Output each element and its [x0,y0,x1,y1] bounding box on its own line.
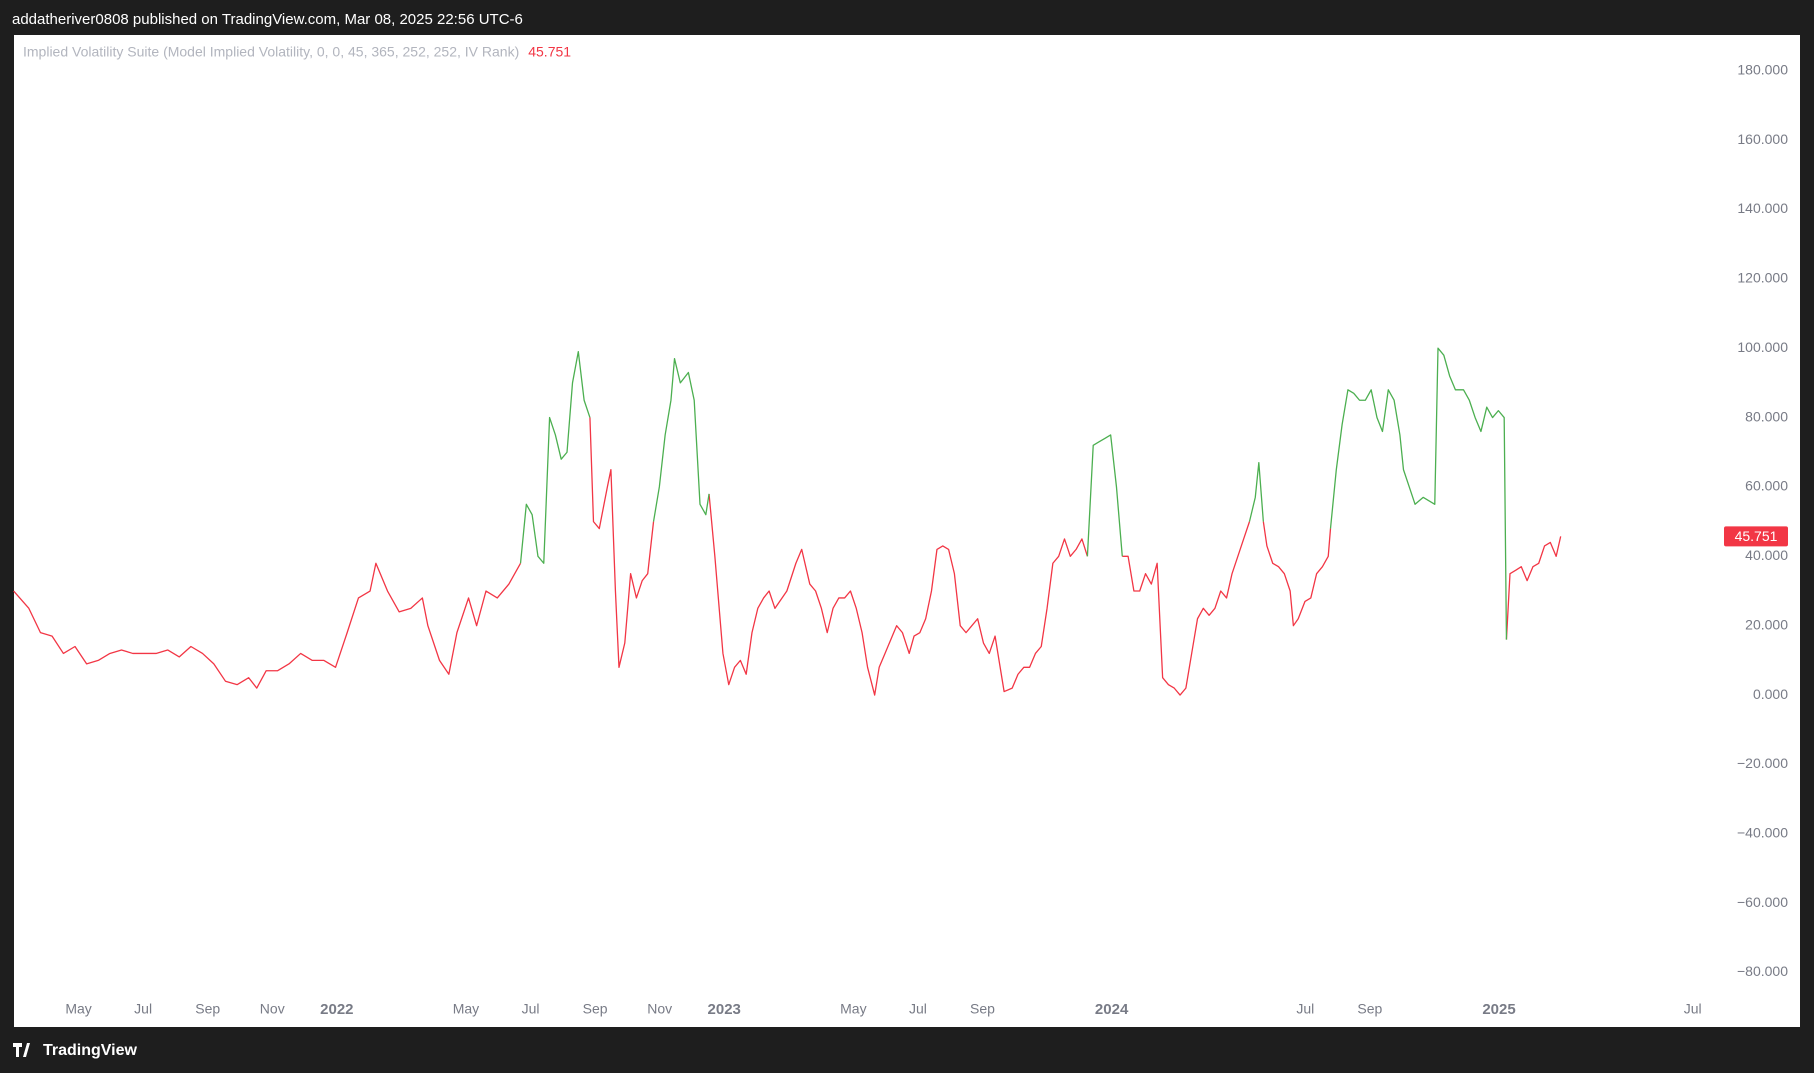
iv-line [519,347,1508,640]
logo-mark [13,1043,30,1057]
y-tick-label: 140.000 [1737,200,1788,216]
iv-line [13,417,1562,696]
y-tick-label: 60.000 [1745,478,1788,494]
x-tick-label: May [453,1001,479,1017]
x-tick-label: Sep [583,1001,608,1017]
y-tick-label: 160.000 [1737,131,1788,147]
x-tick-label: Jul [909,1001,927,1017]
y-tick-label: 20.000 [1745,616,1788,632]
x-tick-label: Nov [647,1001,672,1017]
last-value-label: 45.751 [1735,528,1778,544]
y-tick-label: 0.000 [1753,686,1788,702]
x-tick-label: Sep [970,1001,995,1017]
x-tick-label: Sep [195,1001,220,1017]
x-tick-label: Jul [522,1001,540,1017]
x-tick-label: May [840,1001,866,1017]
x-tick-label: Nov [260,1001,285,1017]
y-tick-label: −40.000 [1737,825,1788,841]
publish-header: addatheriver0808 published on TradingVie… [12,11,523,28]
last-value-badge [1724,526,1788,547]
x-tick-label: Jul [1684,1001,1702,1017]
legend-value: 45.751 [528,44,571,60]
y-tick-label: 40.000 [1745,547,1788,563]
y-tick-label: 180.000 [1737,61,1788,77]
x-tick-label: May [65,1001,91,1017]
chart-pane [14,35,1800,1027]
x-tick-label: Jul [1296,1001,1314,1017]
x-tick-label: 2023 [708,1001,741,1018]
y-tick-label: 100.000 [1737,339,1788,355]
y-tick-label: −80.000 [1737,963,1788,979]
logo: TradingView [13,1042,138,1059]
indicator-legend: Implied Volatility Suite (Model Implied … [23,44,519,60]
brand: TradingView [43,1042,138,1059]
x-tick-label: 2025 [1482,1001,1515,1018]
y-tick-label: −20.000 [1737,755,1788,771]
y-tick-label: −60.000 [1737,894,1788,910]
y-tick-label: 120.000 [1737,270,1788,286]
y-tick-label: 80.000 [1745,408,1788,424]
x-tick-label: 2022 [320,1001,353,1018]
x-tick-label: 2024 [1095,1001,1129,1018]
x-tick-label: Sep [1357,1001,1382,1017]
x-tick-label: Jul [134,1001,152,1017]
